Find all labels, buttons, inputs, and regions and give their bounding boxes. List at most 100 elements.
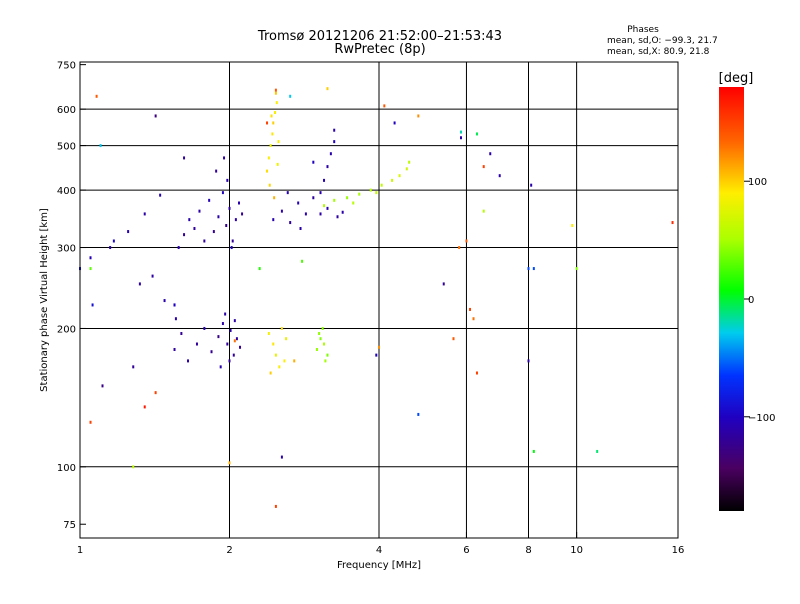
data-point — [333, 198, 336, 202]
data-point — [132, 465, 135, 469]
data-point — [278, 365, 281, 369]
data-point — [329, 152, 332, 156]
data-point — [173, 347, 176, 351]
data-point — [671, 221, 674, 225]
y-tick-label: 100 — [57, 463, 76, 474]
data-points — [79, 87, 674, 508]
phase-info-heading: Phases — [627, 25, 659, 35]
data-point — [378, 345, 380, 349]
data-point — [417, 114, 420, 118]
colorbar-tick-label: −100 — [748, 413, 775, 424]
data-point — [280, 455, 283, 459]
data-point — [273, 196, 276, 200]
data-point — [274, 111, 277, 115]
data-point — [408, 160, 411, 164]
data-point — [293, 359, 296, 363]
data-point — [274, 91, 277, 95]
data-point — [217, 215, 220, 219]
data-point — [482, 165, 485, 169]
data-point — [195, 342, 198, 346]
data-point — [297, 201, 300, 205]
data-point — [326, 165, 329, 169]
data-point — [289, 221, 292, 225]
data-point — [234, 218, 237, 222]
data-point — [319, 212, 322, 216]
data-point — [143, 405, 146, 409]
data-point — [180, 332, 183, 336]
data-point — [274, 504, 277, 508]
data-point — [326, 353, 329, 357]
data-point — [459, 130, 462, 134]
data-point — [221, 191, 224, 195]
data-point — [271, 132, 274, 136]
data-point — [228, 461, 231, 465]
data-point — [274, 353, 277, 357]
data-point — [230, 246, 233, 250]
data-point — [143, 212, 146, 216]
data-point — [266, 169, 269, 173]
data-point — [498, 174, 501, 178]
data-point — [101, 384, 104, 388]
x-tick-label: 2 — [226, 545, 232, 556]
x-tick-label: 4 — [376, 545, 382, 556]
data-point — [475, 371, 478, 375]
data-point — [530, 183, 533, 187]
data-point — [469, 307, 472, 311]
data-point — [358, 192, 361, 196]
data-point — [210, 350, 213, 354]
data-point — [274, 88, 277, 92]
colorbar-tick-label: 0 — [748, 295, 754, 306]
data-point — [393, 121, 396, 125]
data-point — [89, 267, 92, 271]
data-point — [286, 191, 289, 195]
data-point — [575, 267, 578, 271]
data-point — [319, 191, 322, 195]
data-point — [283, 359, 286, 363]
data-point — [321, 326, 324, 330]
data-point — [272, 342, 275, 346]
data-point — [219, 365, 222, 369]
data-point — [229, 328, 232, 332]
plot-area: 1 2 4 6 8 10 16 75 100 200 300 400 500 600 750 — [57, 61, 684, 556]
data-point — [226, 342, 229, 346]
data-point — [275, 101, 278, 105]
data-point — [193, 227, 196, 231]
data-point — [280, 326, 283, 330]
data-point — [91, 303, 94, 307]
data-point — [154, 114, 157, 118]
data-point — [596, 449, 599, 453]
data-point — [304, 212, 307, 216]
colorbar-tick-label: 100 — [748, 177, 767, 188]
data-point — [267, 156, 270, 160]
data-point — [267, 332, 270, 336]
colorbar: [deg] 100 0 −100 — [719, 71, 775, 511]
data-point — [375, 191, 378, 195]
data-point — [472, 317, 475, 321]
data-point — [527, 267, 530, 271]
data-point — [458, 246, 461, 250]
data-point — [299, 227, 302, 231]
data-point — [239, 345, 242, 349]
data-point — [277, 140, 280, 144]
data-point — [188, 218, 191, 222]
data-point — [312, 160, 315, 164]
data-point — [173, 303, 176, 307]
data-point — [272, 218, 275, 222]
data-point — [301, 259, 304, 263]
chart-title: Tromsø 20121206 21:52:00–21:53:43 — [257, 29, 502, 44]
data-point — [198, 209, 201, 213]
x-tick-label: 6 — [463, 545, 469, 556]
data-point — [183, 233, 186, 237]
data-point — [532, 449, 535, 453]
data-point — [151, 274, 154, 278]
data-point — [241, 212, 244, 216]
data-point — [226, 178, 229, 182]
data-point — [258, 267, 261, 271]
data-point — [318, 332, 321, 336]
data-point — [324, 359, 327, 363]
y-tick-label: 600 — [57, 105, 76, 116]
data-point — [174, 317, 177, 321]
data-point — [225, 224, 228, 228]
data-point — [333, 140, 336, 144]
